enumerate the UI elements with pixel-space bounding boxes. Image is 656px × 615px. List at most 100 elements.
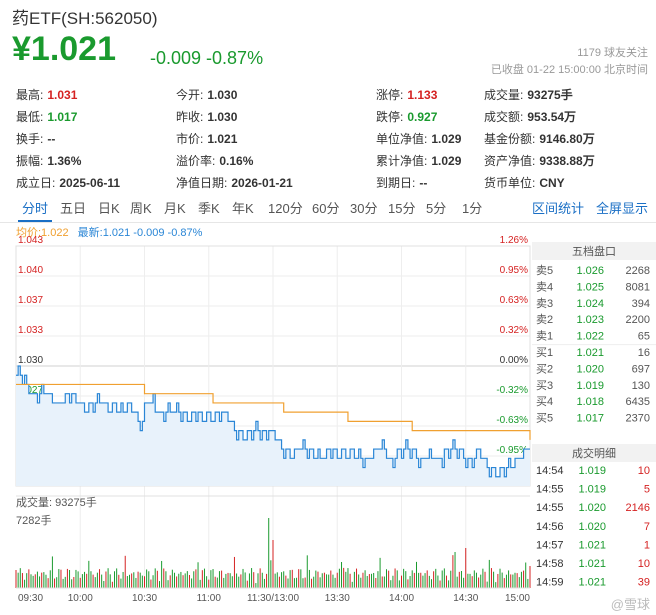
tab-8[interactable]: 60分 — [312, 201, 340, 216]
stat-label: 成交额: — [484, 110, 524, 124]
tab-0[interactable]: 分时 — [22, 201, 49, 216]
stat-label: 振幅: — [16, 154, 44, 168]
orderbook-volume: 394 — [632, 298, 650, 310]
orderbook-volume: 2370 — [626, 413, 650, 425]
stat-label: 涨停: — [376, 88, 404, 102]
current-price: ¥1.021 — [12, 30, 116, 68]
trade-time: 14:57 — [536, 539, 564, 551]
orderbook-price: 1.019 — [576, 380, 604, 392]
trade-time: 14:59 — [536, 577, 564, 589]
xueqiu-logo: @雪球 — [610, 597, 650, 612]
time-tick-label: 11:30/13:00 — [247, 593, 300, 604]
stat-item: 最低: 1.017 — [16, 108, 77, 125]
stat-label: 单位净值: — [376, 132, 428, 146]
stat-label: 净值日期: — [176, 176, 228, 190]
tab-4[interactable]: 月K — [164, 201, 186, 216]
stat-value: 2025-06-11 — [59, 176, 121, 190]
time-tick-label: 09:30 — [18, 593, 43, 604]
volume-label: 成交量: 93275手 — [16, 495, 97, 509]
trade-volume: 5 — [644, 484, 650, 496]
pct-tick-label: -0.32% — [496, 385, 528, 396]
pct-tick-label: 1.26% — [500, 236, 528, 246]
orderbook-label: 卖5 — [536, 264, 553, 277]
stat-value: 2026-01-21 — [231, 176, 293, 190]
chart-period-tabs: 分时 五日 日K 周K 月K 季K 年K 120分 60分 30分 15分 5分 1分 区间统计 全屏显示 — [16, 198, 652, 222]
orderbook-label: 买2 — [536, 362, 553, 375]
orderbook-price: 1.024 — [576, 298, 604, 310]
stat-value: 9146.80万 — [539, 132, 595, 146]
price-change: -0.009 -0.87% — [150, 48, 264, 68]
tab-3[interactable]: 周K — [130, 201, 152, 216]
price-tick-label: 1.037 — [18, 295, 43, 306]
tab-5[interactable]: 季K — [198, 201, 220, 216]
trade-price: 1.021 — [578, 558, 606, 570]
orderbook-label: 卖2 — [536, 313, 553, 326]
price-tick-label: 1.027 — [18, 385, 43, 396]
tab-1[interactable]: 五日 — [60, 201, 87, 216]
orderbook-volume: 2200 — [626, 314, 650, 326]
tab-11[interactable]: 5分 — [426, 201, 447, 216]
stat-value: 9338.88万 — [539, 154, 595, 168]
trade-time: 14:55 — [536, 502, 564, 514]
price-tick-label: 1.040 — [18, 265, 43, 276]
pct-tick-label: -0.95% — [496, 445, 528, 456]
stat-item: 基金份额: 9146.80万 — [484, 130, 595, 147]
stat-item: 成交量: 93275手 — [484, 86, 573, 103]
market-status: 已收盘 01-22 15:00:00 北京时间 — [490, 64, 648, 76]
stat-item: 货币单位: CNY — [484, 174, 565, 191]
tab-6[interactable]: 年K — [232, 201, 254, 216]
orderbook-volume: 16 — [638, 347, 650, 359]
range-stats-link[interactable]: 区间统计 — [532, 201, 585, 216]
tab-10[interactable]: 15分 — [388, 201, 416, 216]
time-tick-label: 10:30 — [132, 593, 157, 604]
trade-volume: 10 — [638, 465, 650, 477]
orderbook-volume: 8081 — [626, 281, 650, 293]
stat-label: 市价: — [176, 132, 204, 146]
tab-divider — [0, 222, 656, 223]
stat-label: 最高: — [16, 88, 44, 102]
stat-label: 今开: — [176, 88, 204, 102]
time-tick-label: 13:30 — [325, 593, 350, 604]
stat-value: -- — [419, 176, 428, 190]
stat-item: 单位净值: 1.029 — [376, 130, 461, 147]
fullscreen-link[interactable]: 全屏显示 — [596, 201, 649, 216]
time-tick-label: 14:30 — [453, 593, 478, 604]
stat-label: 成立日: — [16, 176, 56, 190]
pct-tick-label: 0.32% — [500, 325, 528, 336]
follower-count[interactable]: 1179 球友关注 — [577, 47, 648, 59]
orderbook-price: 1.023 — [576, 314, 604, 326]
pct-tick-label: 0.00% — [500, 355, 528, 366]
trade-time: 14:54 — [536, 465, 564, 477]
stat-value: 1.017 — [47, 110, 78, 124]
avg-price-legend: 均价:1.022 — [16, 227, 69, 239]
trade-time: 14:58 — [536, 558, 564, 570]
stat-label: 昨收: — [176, 110, 204, 124]
tab-2[interactable]: 日K — [98, 201, 120, 216]
stat-value: 1.029 — [431, 154, 462, 168]
trades-header-bg — [532, 444, 656, 462]
tab-7[interactable]: 120分 — [268, 201, 303, 216]
avg-price-line — [16, 383, 531, 440]
stat-value: 93275手 — [527, 88, 573, 102]
stat-item: 资产净值: 9338.88万 — [484, 152, 595, 169]
orderbook-price: 1.021 — [576, 347, 604, 359]
stat-value: 1.030 — [207, 110, 238, 124]
page-title: 药ETF(SH:562050) — [12, 9, 158, 28]
orderbook-header-bg — [532, 242, 656, 260]
pct-tick-label: 0.95% — [500, 265, 528, 276]
tab-9[interactable]: 30分 — [350, 201, 378, 216]
orderbook-price: 1.018 — [576, 396, 604, 408]
stat-value: 953.54万 — [527, 110, 577, 124]
orderbook-label: 卖1 — [536, 330, 553, 343]
tab-12[interactable]: 1分 — [462, 201, 483, 216]
orderbook-title: 五档盘口 — [572, 244, 616, 258]
pct-tick-label: 0.63% — [500, 295, 528, 306]
trade-volume: 1 — [644, 539, 650, 551]
trade-time: 14:56 — [536, 521, 564, 533]
trade-price: 1.020 — [578, 521, 606, 533]
stat-item: 市价: 1.021 — [176, 130, 237, 147]
orderbook-label: 卖3 — [536, 297, 553, 310]
stat-label: 换手: — [16, 132, 44, 146]
stat-label: 跌停: — [376, 110, 404, 124]
intraday-chart: 1.043 1.26% 1.040 0.95% 1.037 0.63% 1.033 0.32%… — [15, 236, 656, 606]
